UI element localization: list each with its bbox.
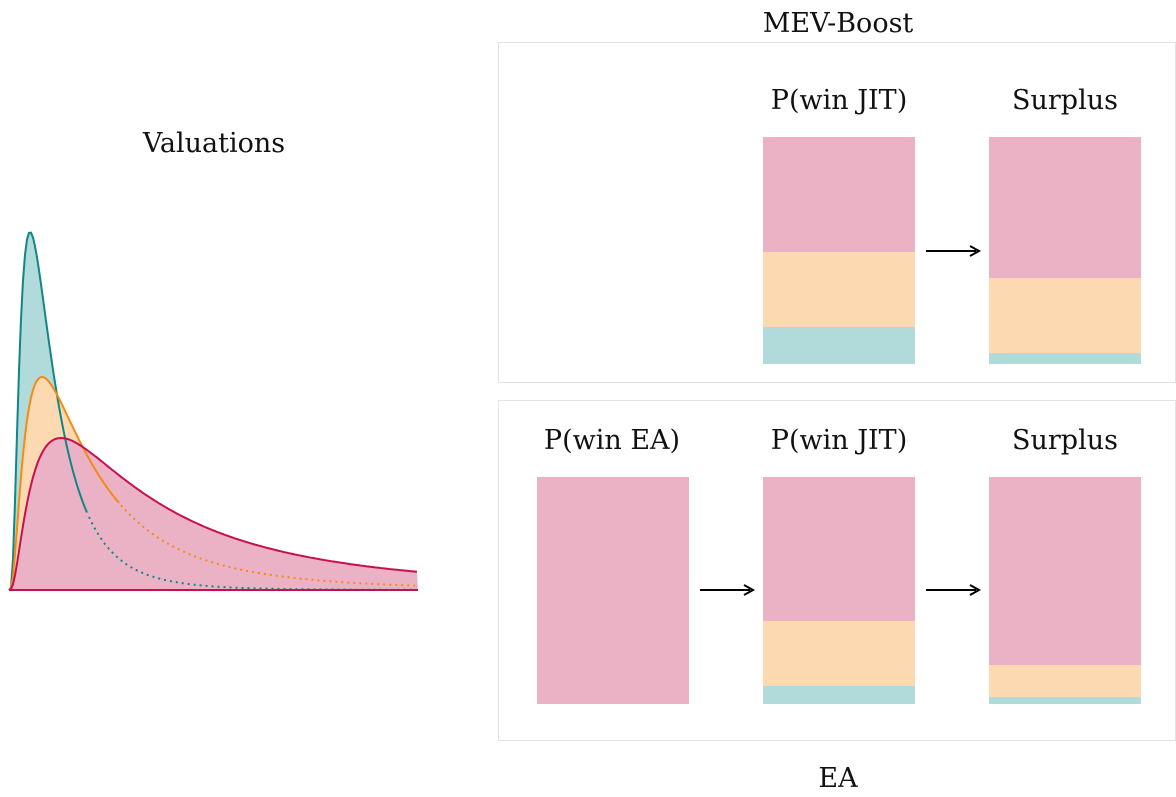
- ea-jit-label: P(win JIT): [770, 425, 908, 456]
- arrow-right-icon: [926, 245, 982, 257]
- stack-segment-pink: [763, 477, 915, 621]
- crimson-curve: [8, 436, 418, 591]
- stack-segment-peach: [763, 621, 915, 686]
- valuations-chart: [8, 231, 418, 591]
- stack-segment-peach: [763, 252, 915, 327]
- mev-surplus-label: Surplus: [1012, 85, 1118, 116]
- stack-segment-peach: [989, 665, 1141, 697]
- stack-segment-pink: [989, 137, 1141, 278]
- stack-segment-pink: [763, 137, 915, 252]
- ea-surplus-label: Surplus: [1012, 425, 1118, 456]
- ea-win-label: P(win EA): [543, 425, 681, 456]
- stack-segment-teal: [763, 686, 915, 704]
- stack-segment-teal: [989, 353, 1141, 364]
- mev-boost-title: MEV-Boost: [762, 8, 914, 39]
- arrow-right-icon: [926, 584, 982, 596]
- mev-jit-label: P(win JIT): [770, 85, 908, 116]
- arrow-right-icon: [700, 584, 756, 596]
- stack-segment-teal: [989, 697, 1141, 704]
- stack-segment-pink: [537, 477, 689, 704]
- ea-jit-stack: [763, 477, 915, 704]
- mev-jit-stack: [763, 137, 915, 364]
- stack-segment-pink: [989, 477, 1141, 665]
- stack-segment-peach: [989, 278, 1141, 353]
- orange-curve: [8, 376, 120, 591]
- stack-segment-teal: [763, 327, 915, 364]
- teal-curve: [8, 231, 88, 591]
- mev-surplus-stack: [989, 137, 1141, 364]
- valuations-title: Valuations: [142, 128, 286, 159]
- crimson-area: [9, 438, 418, 590]
- ea-surplus-stack: [989, 477, 1141, 704]
- ea-title: EA: [818, 763, 858, 794]
- ea-win-stack: [537, 477, 689, 704]
